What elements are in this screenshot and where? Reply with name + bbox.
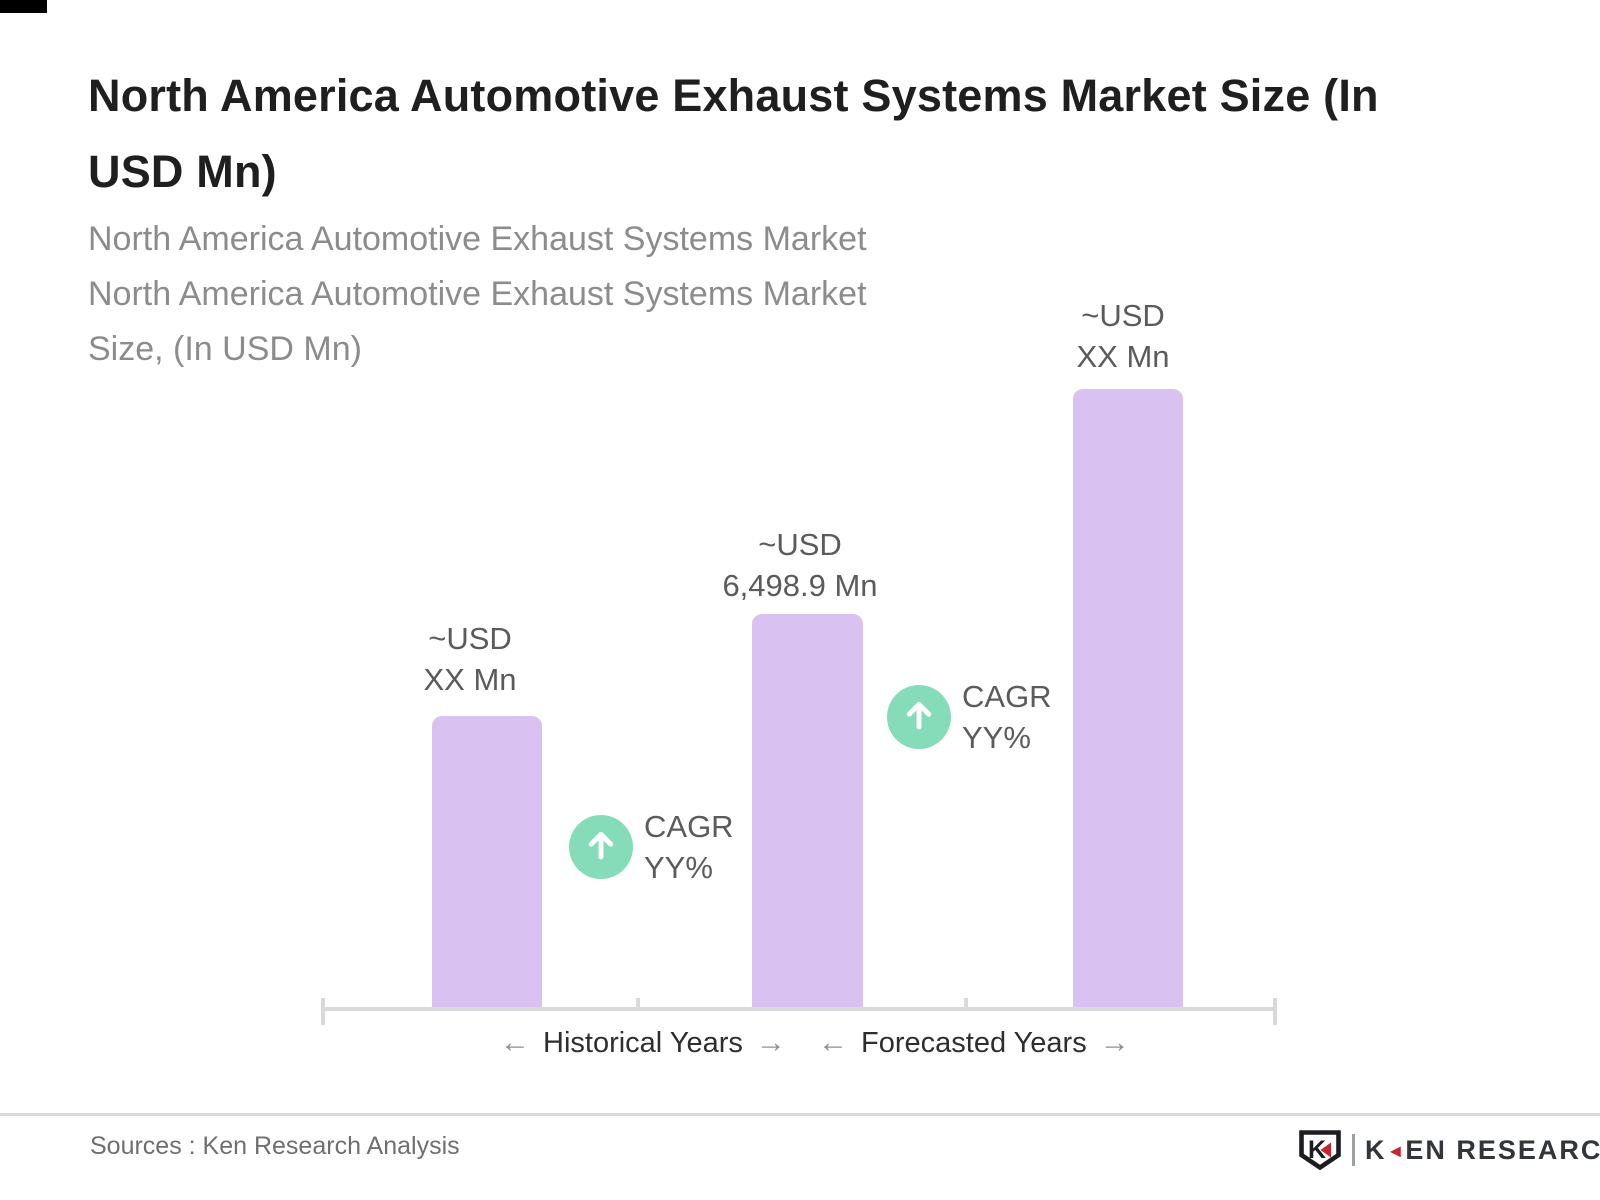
bar-value-label-historical: ~USD XX Mn	[310, 618, 630, 700]
bar-historical	[432, 716, 542, 1009]
cagr-text: CAGR YY%	[962, 676, 1052, 758]
footer-divider	[0, 1113, 1600, 1116]
axis-group-label: Forecasted Years	[861, 1026, 1087, 1059]
x-axis-tick-start	[321, 998, 325, 1025]
cagr-value: YY%	[962, 720, 1031, 755]
cagr-label: CAGR	[962, 679, 1052, 714]
growth-circle	[887, 685, 951, 749]
logo-letter-k: K	[1365, 1134, 1387, 1165]
chart-subtitle-line-1: North America Automotive Exhaust Systems…	[88, 220, 867, 258]
chart-title-line-2: USD Mn)	[88, 146, 277, 197]
left-arrow-icon: ←	[500, 1026, 530, 1059]
x-axis-tick-mid-1	[636, 998, 640, 1011]
axis-group-label: Historical Years	[543, 1026, 743, 1059]
logo-separator	[1352, 1134, 1355, 1166]
growth-circle	[569, 815, 633, 879]
chart-title: North America Automotive Exhaust Systems…	[88, 58, 1379, 210]
x-axis-tick-mid-2	[964, 998, 968, 1011]
bar-base-year	[752, 614, 863, 1009]
cagr-label: CAGR	[644, 809, 734, 844]
arrow-up-icon	[582, 826, 620, 869]
x-axis-tick-end	[1273, 998, 1277, 1025]
bar-value-label-line: 6,498.9 Mn	[722, 568, 878, 603]
bar-forecast	[1073, 389, 1183, 1009]
bar-value-label-line: XX Mn	[423, 662, 517, 697]
source-note: Sources : Ken Research Analysis	[90, 1132, 460, 1160]
cagr-text: CAGR YY%	[644, 806, 734, 888]
bar-value-label-forecast: ~USD XX Mn	[963, 295, 1283, 377]
logo-wordmark-rest: EN RESEARCH	[1405, 1134, 1600, 1165]
chart-subtitle: North America Automotive Exhaust Systems…	[88, 212, 867, 377]
bar-value-label-line: XX Mn	[1076, 339, 1170, 374]
bar-value-label-base-year: ~USD 6,498.9 Mn	[640, 524, 960, 606]
bar-value-label-line: ~USD	[428, 621, 512, 656]
ken-research-logo: K K ◄ EN RESEARCH	[1298, 1130, 1600, 1170]
right-arrow-icon: →	[1099, 1026, 1130, 1059]
chart-subtitle-line-3: Size, (In USD Mn)	[88, 330, 362, 368]
right-arrow-icon: →	[755, 1026, 786, 1059]
top-left-mark	[0, 0, 47, 13]
chart-subtitle-line-2: North America Automotive Exhaust Systems…	[88, 275, 867, 313]
left-arrow-icon: ←	[818, 1026, 848, 1059]
cagr-badge-historical: CAGR YY%	[569, 806, 734, 888]
bar-value-label-line: ~USD	[758, 527, 842, 562]
ken-research-shield-icon: K	[1298, 1130, 1342, 1170]
logo-wordmark: K ◄ EN RESEARCH	[1365, 1135, 1600, 1166]
logo-red-triangle-icon: ◄	[1386, 1140, 1405, 1161]
arrow-up-icon	[900, 696, 938, 739]
axis-group-historical-years: ← Historical Years →	[500, 1026, 786, 1060]
cagr-value: YY%	[644, 850, 713, 885]
bar-value-label-line: ~USD	[1081, 298, 1165, 333]
chart-title-line-1: North America Automotive Exhaust Systems…	[88, 70, 1379, 121]
svg-text:K: K	[1308, 1136, 1326, 1164]
x-axis-line	[321, 1007, 1277, 1011]
cagr-badge-forecast: CAGR YY%	[887, 676, 1052, 758]
axis-group-forecasted-years: ← Forecasted Years →	[818, 1026, 1130, 1060]
